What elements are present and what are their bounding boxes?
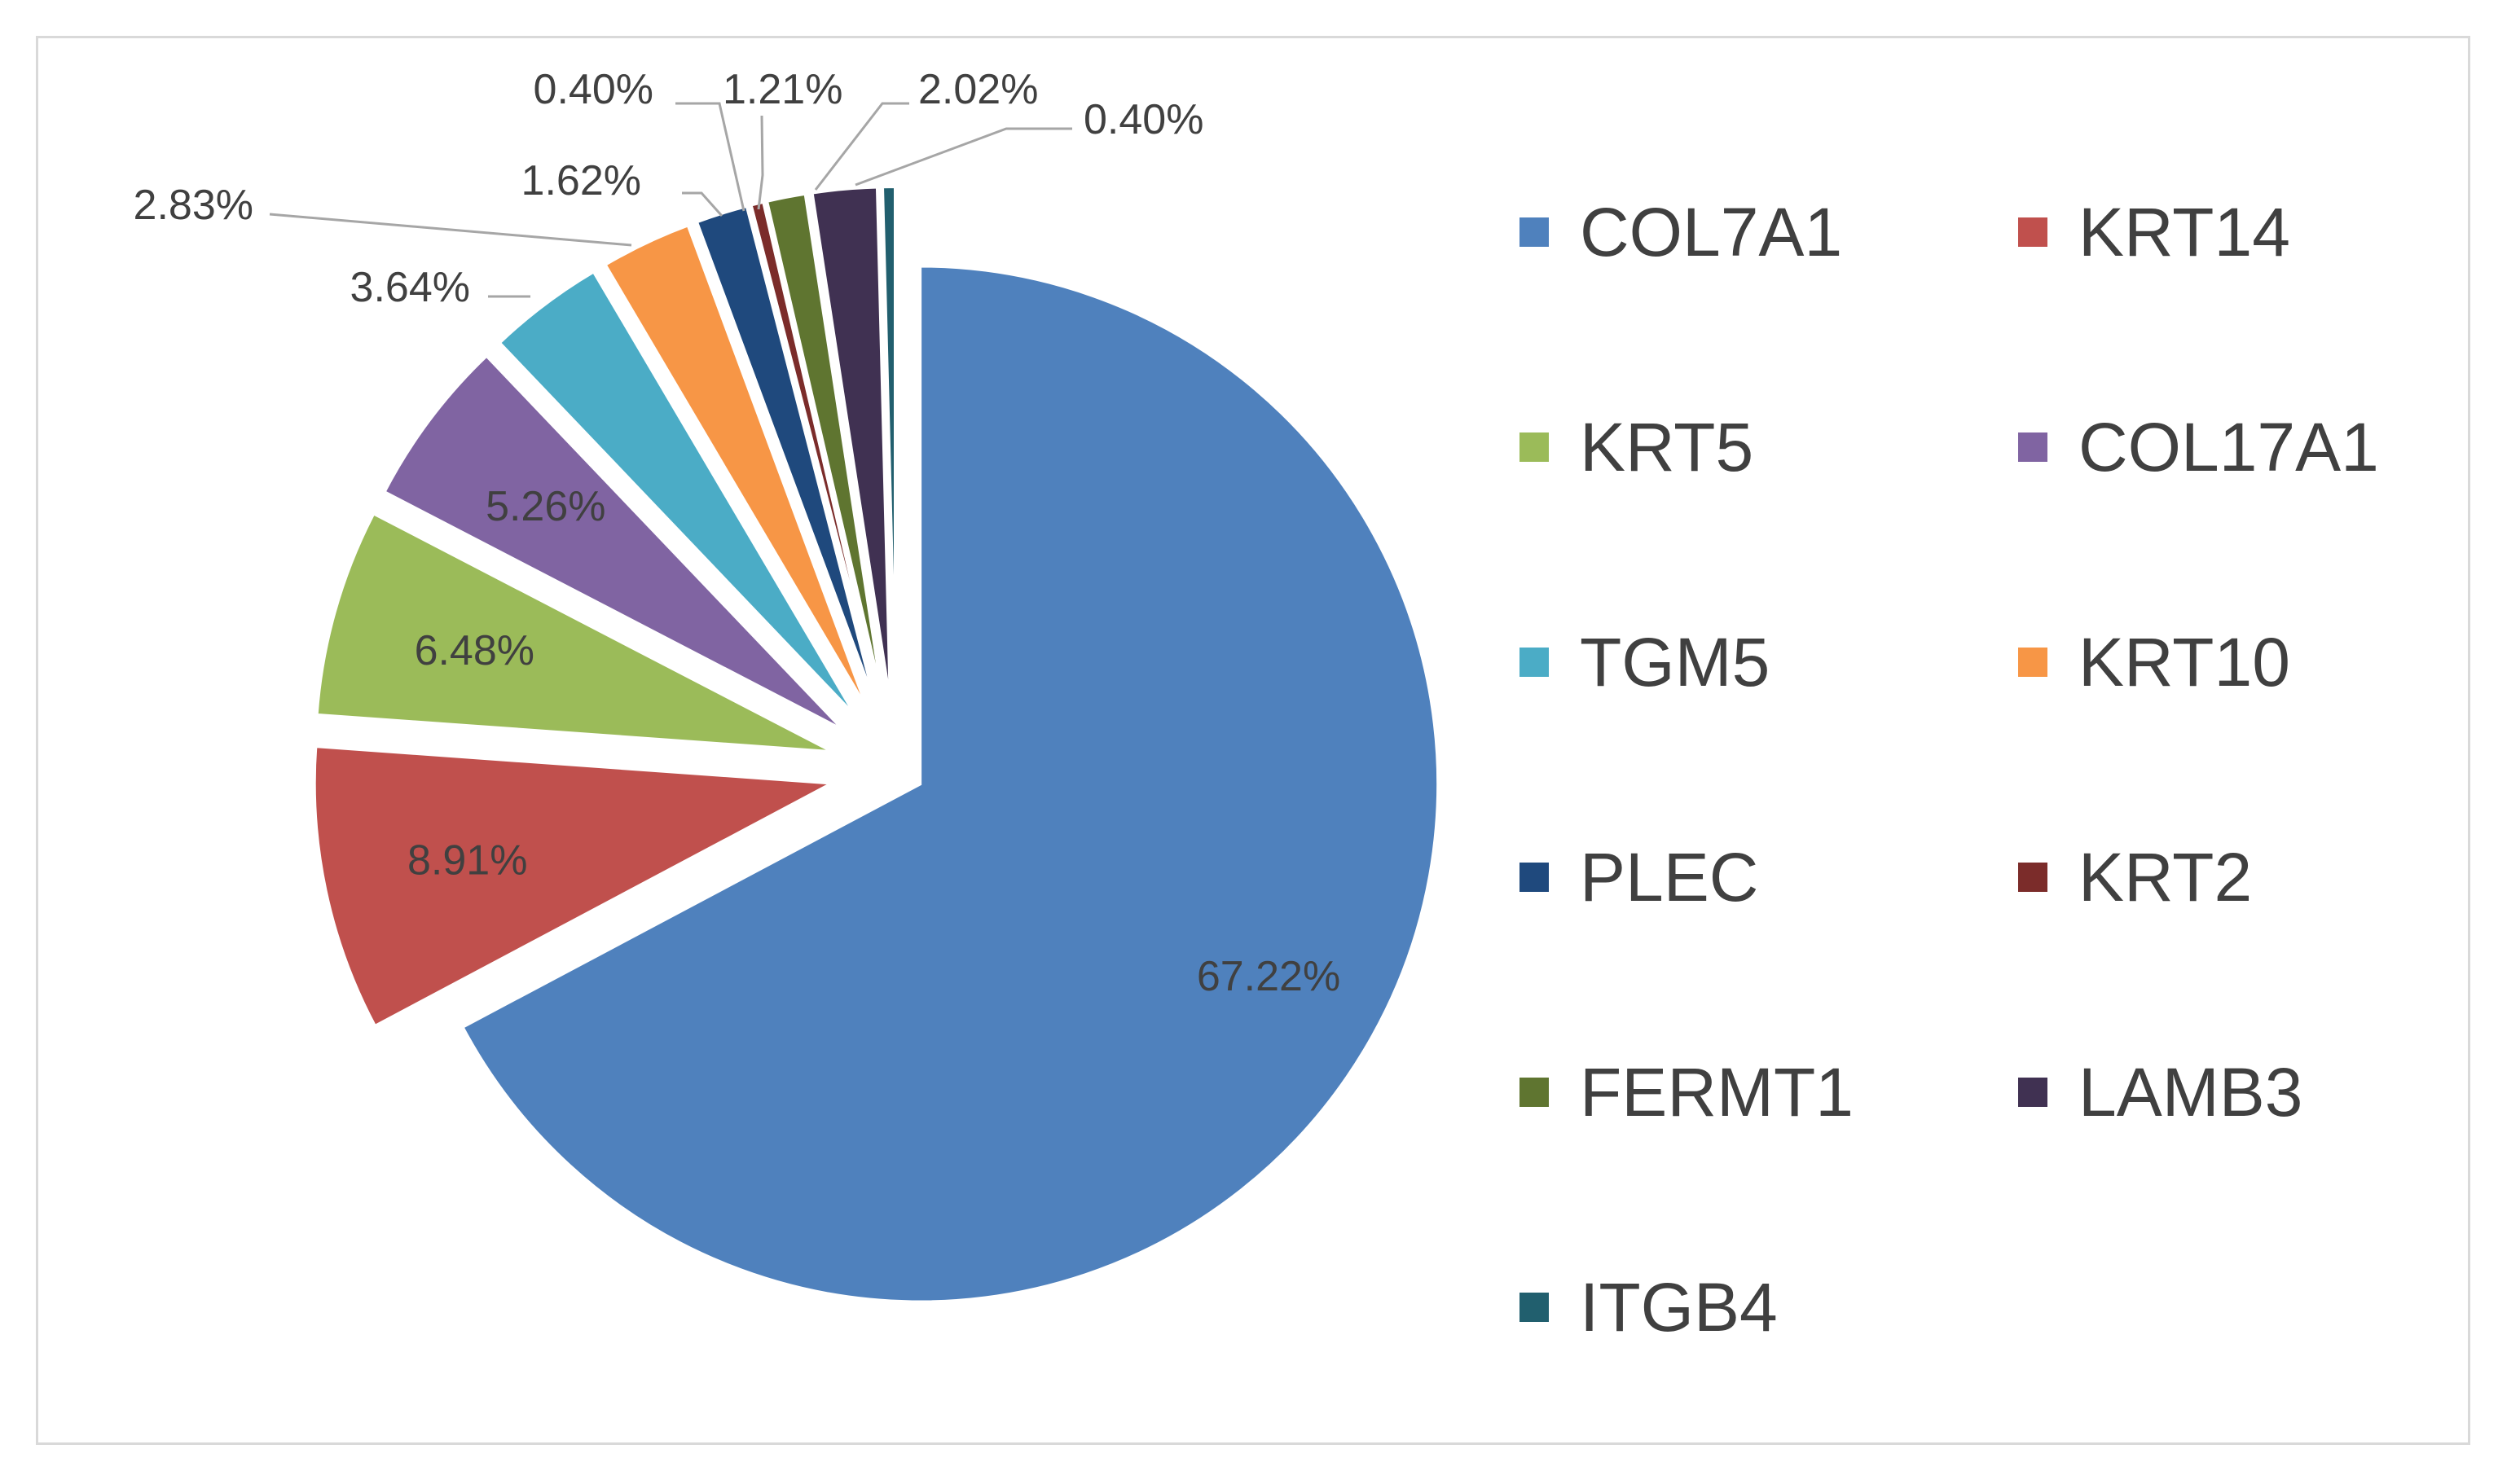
leader-line-plec	[682, 191, 723, 217]
legend-label-krt14: KRT14	[2078, 194, 2290, 270]
pie-slice-plec	[694, 204, 878, 709]
legend-swatch-krt2	[2018, 863, 2047, 892]
chart-frame: 67.22% 8.91% 6.48% 5.26% 3.64% 2.83% 1.62% 0.40…	[36, 36, 2470, 1445]
legend-swatch-plec	[1519, 863, 1549, 892]
pie-slice-krt14	[312, 744, 838, 1029]
legend-swatch-krt10	[2018, 648, 2047, 677]
legend-item-tgm5: TGM5	[1519, 624, 1770, 700]
legend-swatch-col7a1	[1519, 217, 1549, 247]
data-label-tgm5: 3.64%	[350, 264, 470, 311]
leader-lines	[269, 102, 1072, 298]
legend-item-lamb3: LAMB3	[2018, 1054, 2302, 1131]
legend-item-plec: PLEC	[1519, 839, 1758, 915]
pie-slice-itgb4	[880, 185, 897, 705]
legend-item-krt14: KRT14	[2018, 194, 2290, 270]
legend-swatch-krt14	[2018, 217, 2047, 247]
data-label-itgb4: 0.40%	[1084, 96, 1203, 143]
data-label-col7a1: 67.22%	[1197, 953, 1340, 1000]
pie-slice-krt5	[314, 511, 834, 754]
data-label-fermt1: 1.21%	[723, 66, 842, 113]
legend-swatch-col17a1	[2018, 432, 2047, 462]
legend-label-fermt1: FERMT1	[1580, 1054, 1854, 1131]
pie-slice-krt2	[749, 200, 882, 707]
legend-item-krt10: KRT10	[2018, 624, 2290, 700]
legend-item-col7a1: COL7A1	[1519, 194, 1842, 270]
pie-slice-col17a1	[381, 353, 846, 732]
legend-label-krt5: KRT5	[1580, 409, 1753, 485]
leader-line-itgb4	[855, 127, 1072, 187]
pie-slice-tgm5	[497, 269, 859, 719]
legend-label-col17a1: COL17A1	[2078, 409, 2379, 485]
data-label-krt5: 6.48%	[415, 627, 534, 674]
pie-slice-krt10	[602, 222, 870, 712]
data-labels: 67.22% 8.91% 6.48% 5.26% 3.64% 2.83% 1.62% 0.40…	[134, 66, 1341, 1000]
legend-item-itgb4: ITGB4	[1519, 1269, 1778, 1346]
leader-line-fermt1	[757, 115, 764, 210]
legend-label-krt10: KRT10	[2078, 624, 2290, 700]
data-label-krt2: 0.40%	[534, 66, 653, 113]
leader-line-lamb3	[814, 102, 909, 191]
data-label-krt14: 8.91%	[407, 836, 527, 884]
legend-label-krt2: KRT2	[2078, 839, 2252, 915]
leader-line-krt2	[675, 102, 745, 212]
data-label-plec: 1.62%	[521, 157, 641, 204]
pie-slices	[312, 185, 1440, 1304]
legend-label-tgm5: TGM5	[1580, 624, 1770, 700]
pie-chart: 67.22% 8.91% 6.48% 5.26% 3.64% 2.83% 1.62% 0.40…	[134, 66, 2379, 1346]
legend-swatch-lamb3	[2018, 1078, 2047, 1107]
pie-slice-col7a1	[460, 264, 1440, 1304]
legend-swatch-krt5	[1519, 432, 1549, 462]
leader-line-krt10	[269, 213, 632, 247]
legend-item-fermt1: FERMT1	[1519, 1054, 1854, 1131]
data-label-lamb3: 2.02%	[918, 66, 1038, 113]
legend-swatch-itgb4	[1519, 1293, 1549, 1322]
data-label-krt10: 2.83%	[134, 182, 253, 229]
legend-swatch-tgm5	[1519, 648, 1549, 677]
legend-item-krt2: KRT2	[2018, 839, 2252, 915]
legend-swatch-fermt1	[1519, 1078, 1549, 1107]
legend-label-plec: PLEC	[1580, 839, 1758, 915]
legend-label-itgb4: ITGB4	[1580, 1269, 1778, 1346]
legend: COL7A1 KRT14 KRT5 COL17A1 TGM5 KRT10 PLEC KRT2 F…	[1519, 194, 2379, 1346]
legend-label-lamb3: LAMB3	[2078, 1054, 2302, 1131]
pie-slice-lamb3	[810, 185, 892, 705]
data-label-col17a1: 5.26%	[486, 483, 605, 530]
legend-label-col7a1: COL7A1	[1580, 194, 1842, 270]
legend-item-col17a1: COL17A1	[2018, 409, 2379, 485]
pie-slice-fermt1	[764, 191, 886, 706]
legend-item-krt5: KRT5	[1519, 409, 1753, 485]
